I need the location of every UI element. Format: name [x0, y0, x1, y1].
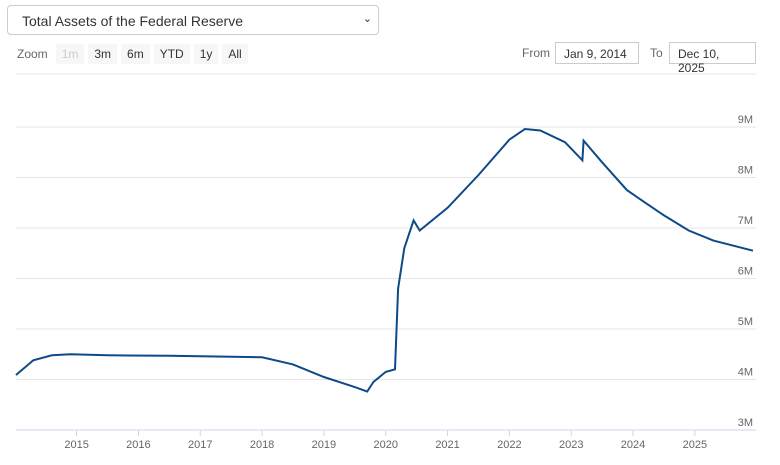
y-tick-label: 4M — [738, 367, 753, 379]
x-tick-label: 2016 — [126, 439, 150, 451]
x-tick-label: 2020 — [373, 439, 397, 451]
from-date-input[interactable]: Jan 9, 2014 — [555, 42, 639, 64]
series-select-value: Total Assets of the Federal Reserve — [22, 13, 243, 29]
x-tick-label: 2025 — [683, 439, 707, 451]
zoom-all-button[interactable]: All — [222, 44, 248, 64]
x-tick-label: 2022 — [497, 439, 521, 451]
zoom-6m-button[interactable]: 6m — [121, 44, 150, 64]
y-tick-label: 3M — [738, 417, 753, 429]
series-line-total-assets — [15, 127, 754, 393]
x-tick-label: 2018 — [250, 439, 274, 451]
x-tick-label: 2015 — [64, 439, 88, 451]
zoom-1y-button[interactable]: 1y — [193, 44, 219, 64]
x-tick-label: 2024 — [621, 439, 645, 451]
x-tick-label: 2023 — [559, 439, 583, 451]
x-tick-label: 2019 — [312, 439, 336, 451]
y-tick-label: 9M — [738, 114, 753, 126]
y-tick-label: 7M — [738, 215, 753, 227]
zoom-3m-button[interactable]: 3m — [88, 44, 118, 64]
chevron-down-icon: ⌄ — [362, 13, 372, 25]
zoom-controls: Zoom 1m 3m 6m YTD 1y All — [17, 44, 248, 64]
zoom-label: Zoom — [17, 47, 48, 61]
from-label: From — [522, 46, 550, 60]
y-tick-label: 5M — [738, 316, 753, 328]
zoom-1m-button[interactable]: 1m — [55, 44, 85, 64]
x-tick-label: 2021 — [435, 439, 459, 451]
x-tick-label: 2017 — [188, 439, 212, 451]
to-date-input[interactable]: Dec 10, 2025 — [669, 42, 756, 75]
zoom-ytd-button[interactable]: YTD — [153, 44, 190, 64]
y-tick-label: 8M — [738, 165, 753, 177]
to-label: To — [650, 46, 663, 60]
series-select[interactable]: Total Assets of the Federal Reserve ⌄ — [7, 5, 379, 35]
y-tick-label: 6M — [738, 266, 753, 278]
